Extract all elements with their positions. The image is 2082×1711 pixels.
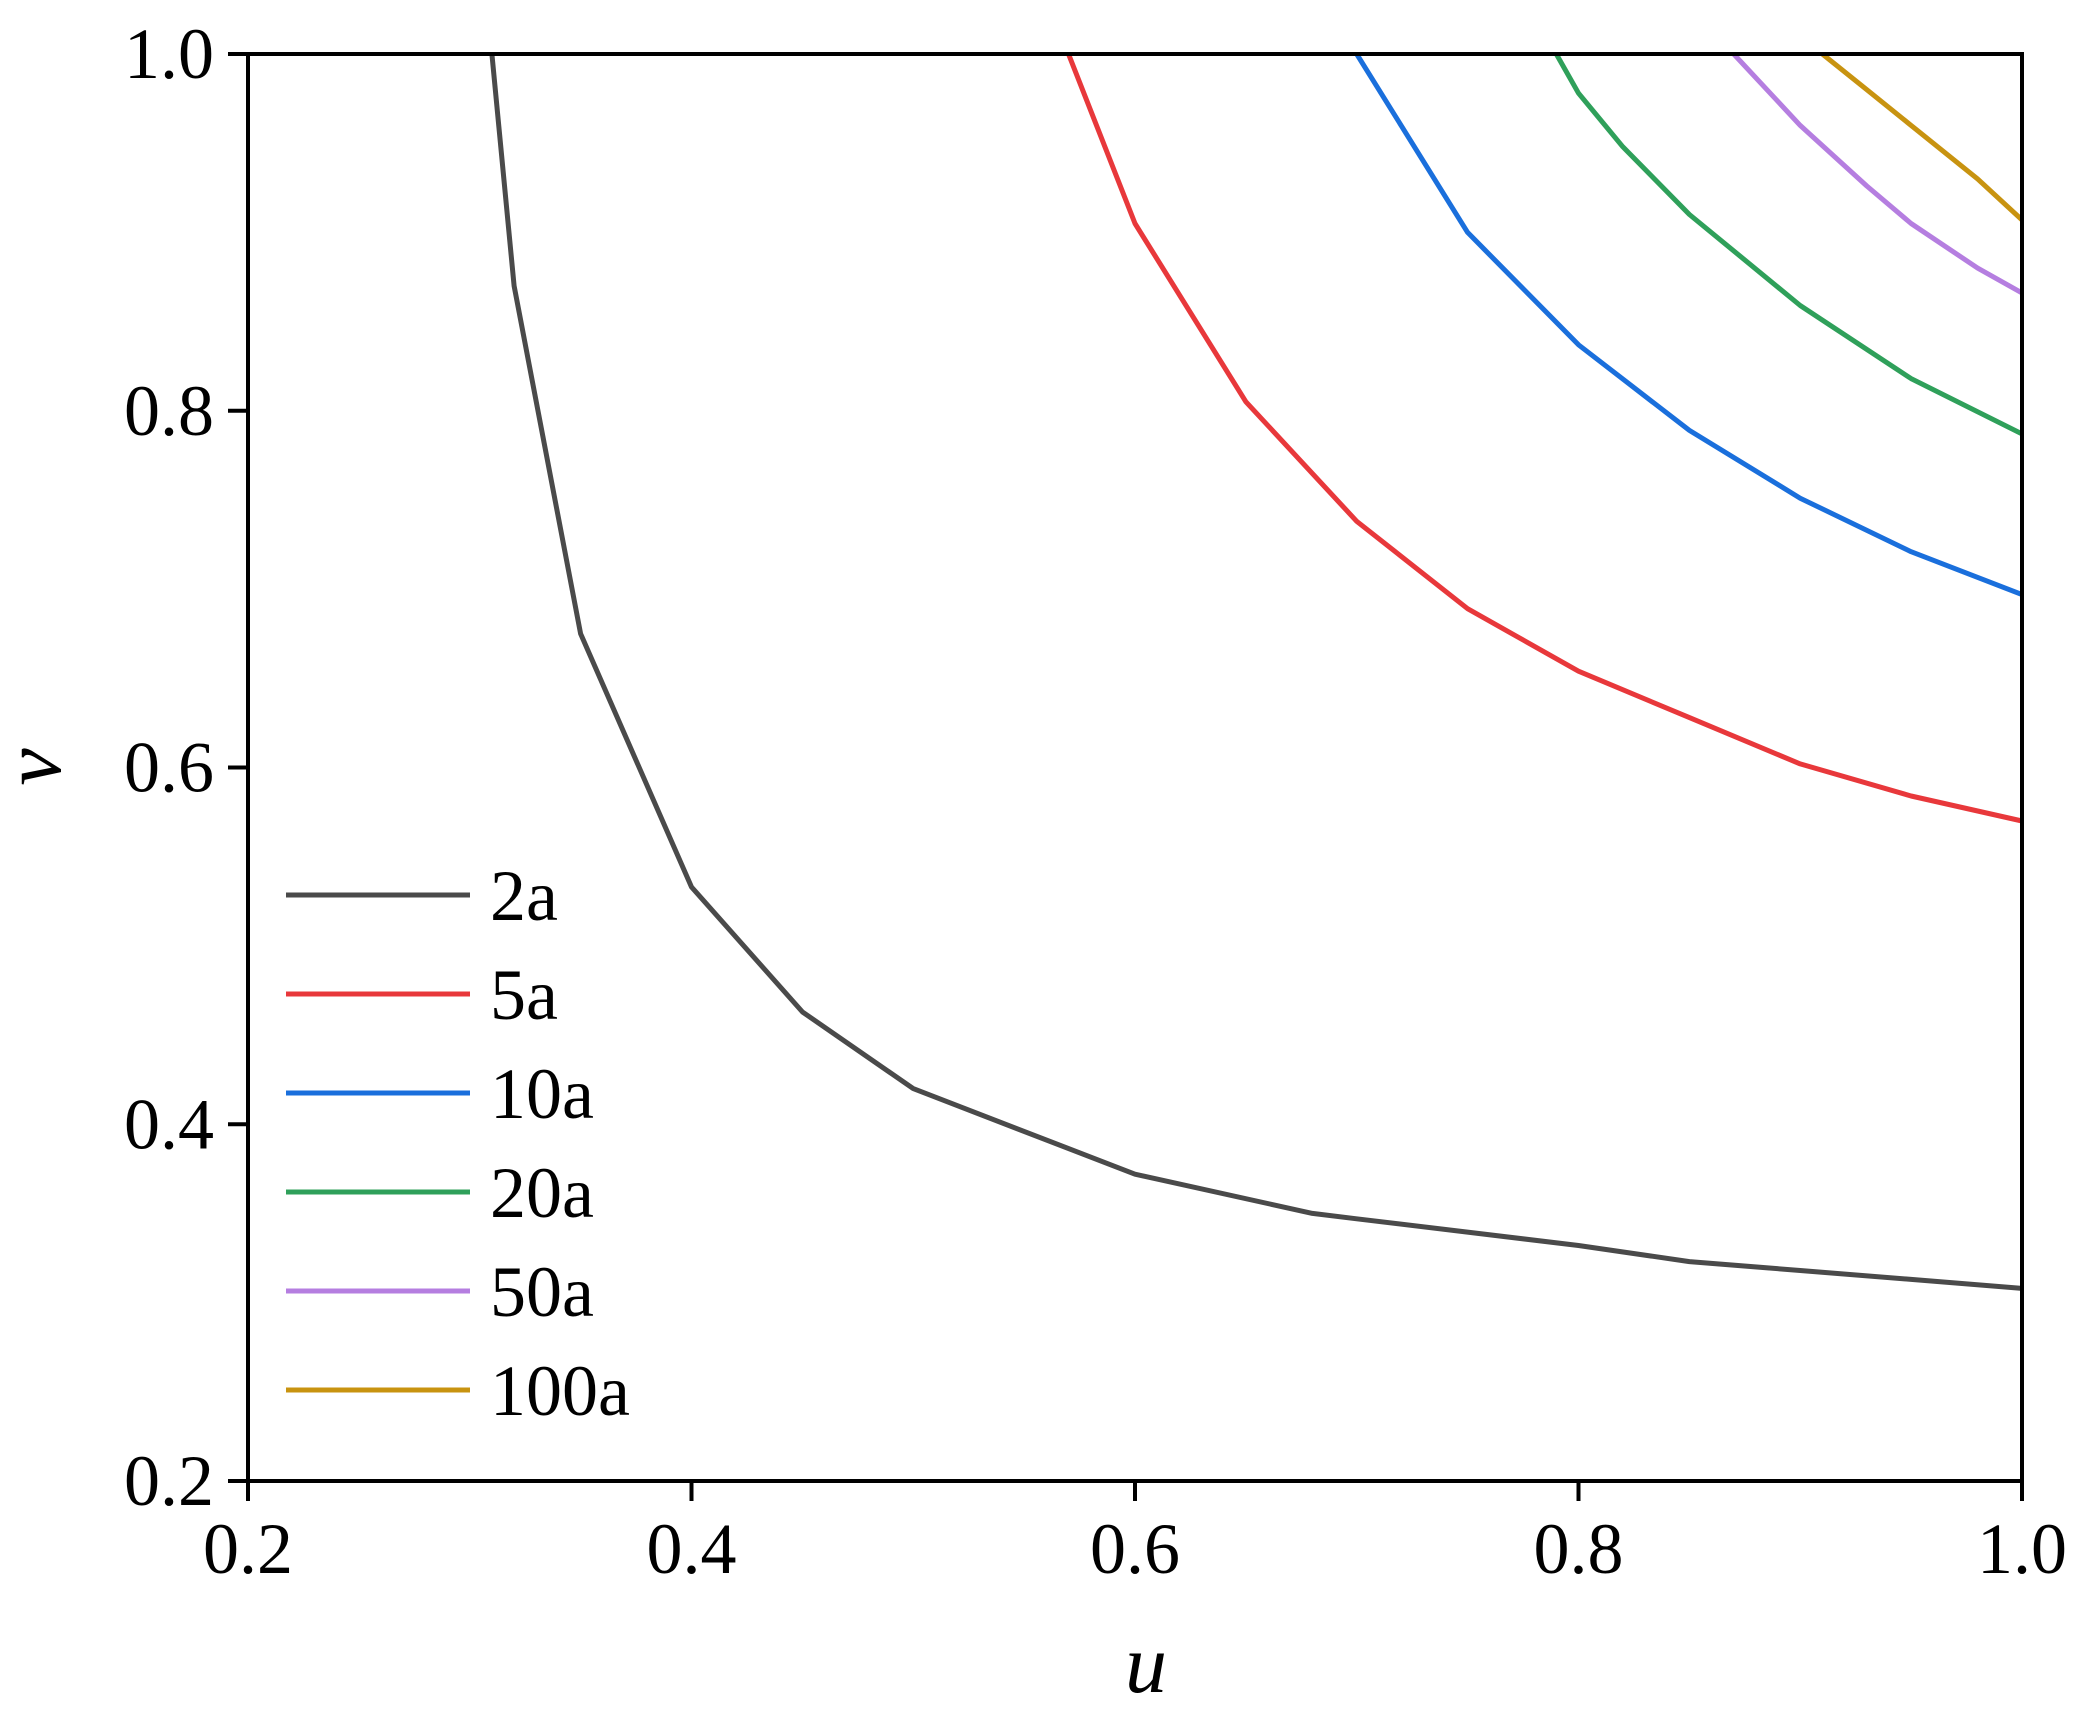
legend-label-10a: 10a (490, 1054, 594, 1134)
y-tick-label: 0.4 (124, 1084, 214, 1164)
x-axis-label: u (1125, 1618, 1167, 1711)
legend-label-5a: 5a (490, 955, 558, 1035)
legend: 2a 5a 10a 20a 50a 100a (286, 856, 630, 1431)
series-line-10a (1354, 54, 2022, 597)
x-axis-ticks: 0.2 0.4 0.6 0.8 1.0 (203, 1481, 2067, 1589)
y-axis-ticks: 0.2 0.4 0.6 0.8 1.0 (124, 14, 248, 1521)
x-tick-label: 0.6 (1090, 1509, 1180, 1589)
legend-label-2a: 2a (490, 856, 558, 936)
series-line-2a (489, 54, 2022, 1291)
x-tick-label: 0.8 (1534, 1509, 1624, 1589)
x-tick-label: 1.0 (1977, 1509, 2067, 1589)
legend-label-100a: 100a (490, 1351, 630, 1431)
legend-label-20a: 20a (490, 1153, 594, 1233)
y-axis-label: v (0, 748, 79, 786)
series-line-5a (1066, 54, 2022, 824)
y-tick-label: 0.2 (124, 1441, 214, 1521)
y-tick-label: 1.0 (124, 14, 214, 94)
series-line-50a (1731, 54, 2022, 296)
series-line-20a (1554, 54, 2022, 437)
y-tick-label: 0.8 (124, 371, 214, 451)
plot-series (489, 54, 2022, 1291)
x-tick-label: 0.2 (203, 1509, 293, 1589)
y-tick-label: 0.6 (124, 728, 214, 808)
x-tick-label: 0.4 (647, 1509, 737, 1589)
series-line-100a (1820, 54, 2022, 222)
legend-label-50a: 50a (490, 1252, 594, 1332)
